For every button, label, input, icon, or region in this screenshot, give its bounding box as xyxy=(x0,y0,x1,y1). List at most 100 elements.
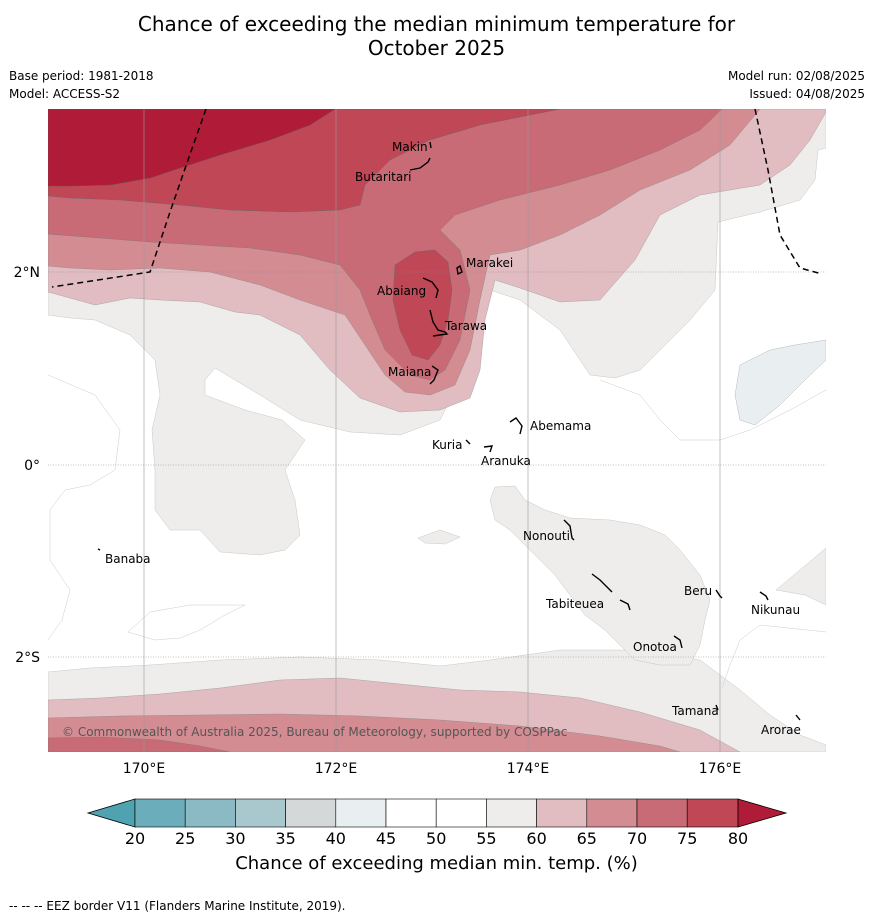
colorbar-tick: 75 xyxy=(677,829,697,848)
place-label: Maiana xyxy=(388,365,431,379)
island-kuria xyxy=(465,439,471,445)
island-abemama xyxy=(509,417,523,435)
island-butaritari xyxy=(409,157,431,171)
island-tarawa xyxy=(429,309,449,337)
contour-east-grey xyxy=(775,547,826,606)
copyright-notice: © Commonwealth of Australia 2025, Bureau… xyxy=(62,725,567,739)
island-makin xyxy=(429,141,432,149)
colorbar-tick: 40 xyxy=(326,829,346,848)
colorbar xyxy=(86,798,788,828)
place-label: Makin xyxy=(392,140,428,154)
title-line-2: October 2025 xyxy=(367,36,506,60)
place-label: Tabiteuea xyxy=(545,597,604,611)
longitude-gridlines xyxy=(143,109,721,752)
colorbar-extend-high xyxy=(737,798,788,828)
colorbar-segment xyxy=(235,798,286,828)
base-period: Base period: 1981-2018 xyxy=(9,69,154,83)
contour-70-75-south xyxy=(48,736,231,752)
place-label: Nikunau xyxy=(751,603,800,617)
place-label: Marakei xyxy=(466,256,513,270)
place-label: Nonouti xyxy=(523,529,570,543)
lon-label: 174°E xyxy=(507,761,550,777)
longitude-labels: 170°E 172°E 174°E 176°E xyxy=(123,761,742,777)
lon-label: 170°E xyxy=(123,761,166,777)
colorbar-tick: 30 xyxy=(225,829,245,848)
island-nonouti xyxy=(563,519,575,541)
place-label: Tamana xyxy=(671,704,719,718)
colorbar-tick: 50 xyxy=(426,829,446,848)
eez-border-west xyxy=(51,109,207,288)
place-label: Abemama xyxy=(530,419,591,433)
contour-40-45-east xyxy=(734,339,826,426)
colorbar-tick: 80 xyxy=(728,829,748,848)
eez-border-east xyxy=(754,109,823,275)
place-label: Tarawa xyxy=(444,319,487,333)
colorbar-segment xyxy=(536,798,588,828)
issued-date: Issued: 04/08/2025 xyxy=(749,87,865,101)
contour-above-80 xyxy=(48,109,336,187)
islands xyxy=(97,141,801,721)
island-marakei xyxy=(456,264,463,276)
contour-55-60-central xyxy=(489,485,711,666)
colorbar-tick: 65 xyxy=(577,829,597,848)
model-name: Model: ACCESS-S2 xyxy=(9,87,121,101)
lat-label: 0° xyxy=(24,458,40,474)
place-labels: Makin Butaritari Marakei Abaiang Tarawa … xyxy=(105,140,801,737)
colorbar-tick: 55 xyxy=(476,829,496,848)
contour-line-west xyxy=(48,374,121,641)
island-beru xyxy=(715,589,723,599)
latitude-gridlines xyxy=(48,271,826,658)
lat-label: 2°N xyxy=(14,265,40,281)
colorbar-segment xyxy=(385,798,437,828)
contour-75-80-tarawa xyxy=(392,249,453,361)
latitude-labels: 2°N 0° 2°S xyxy=(14,265,41,666)
contour-line-se xyxy=(721,624,826,689)
place-label: Banaba xyxy=(105,552,151,566)
map-title: Chance of exceeding the median minimum t… xyxy=(0,12,873,60)
place-label: Abaiang xyxy=(377,284,426,298)
lon-label: 172°E xyxy=(315,761,358,777)
title-line-1: Chance of exceeding the median minimum t… xyxy=(137,12,736,36)
contour-small-grey xyxy=(417,529,461,545)
colorbar-segment xyxy=(586,798,638,828)
place-label: Arorae xyxy=(761,723,801,737)
island-abaiang xyxy=(422,277,439,299)
colorbar-segment xyxy=(285,798,337,828)
colorbar-label: Chance of exceeding median min. temp. (%… xyxy=(235,853,638,874)
island-nikunau xyxy=(759,591,769,601)
colorbar-segment xyxy=(486,798,537,828)
island-tabiteuea-south xyxy=(619,599,631,611)
island-aranuka xyxy=(483,445,494,453)
colorbar-segment xyxy=(686,798,739,828)
colorbar-segment xyxy=(636,798,688,828)
colorbar-extend-low xyxy=(86,798,136,828)
colorbar-ticks: 20 25 30 35 40 45 50 55 60 65 70 75 80 xyxy=(125,829,748,848)
lon-label: 176°E xyxy=(699,761,742,777)
colorbar-tick: 35 xyxy=(275,829,295,848)
island-banaba xyxy=(97,548,101,551)
colorbar-segment xyxy=(335,798,387,828)
lat-label: 2°S xyxy=(15,650,40,666)
colorbar-tick: 20 xyxy=(125,829,145,848)
place-label: Kuria xyxy=(432,438,463,452)
model-run: Model run: 02/08/2025 xyxy=(727,69,865,83)
colorbar-segment xyxy=(435,798,487,828)
contour-line-center xyxy=(127,604,246,641)
colorbar-segment xyxy=(134,798,186,828)
place-label: Aranuka xyxy=(481,454,531,468)
colorbar-tick: 70 xyxy=(627,829,647,848)
island-tabiteuea-north xyxy=(591,573,613,593)
colorbar-tick: 60 xyxy=(526,829,546,848)
place-label: Beru xyxy=(684,584,712,598)
island-arorae xyxy=(795,714,801,721)
colorbar-segment xyxy=(184,798,236,828)
contour-65-70-south xyxy=(48,713,681,752)
island-onotoa xyxy=(673,635,683,649)
colorbar-tick: 45 xyxy=(376,829,396,848)
eez-legend: -- -- -- EEZ border V11 (Flanders Marine… xyxy=(9,899,346,913)
contour-line-east xyxy=(599,379,826,441)
place-label: Onotoa xyxy=(633,640,677,654)
contour-map xyxy=(48,109,826,752)
island-tamana xyxy=(715,704,719,711)
